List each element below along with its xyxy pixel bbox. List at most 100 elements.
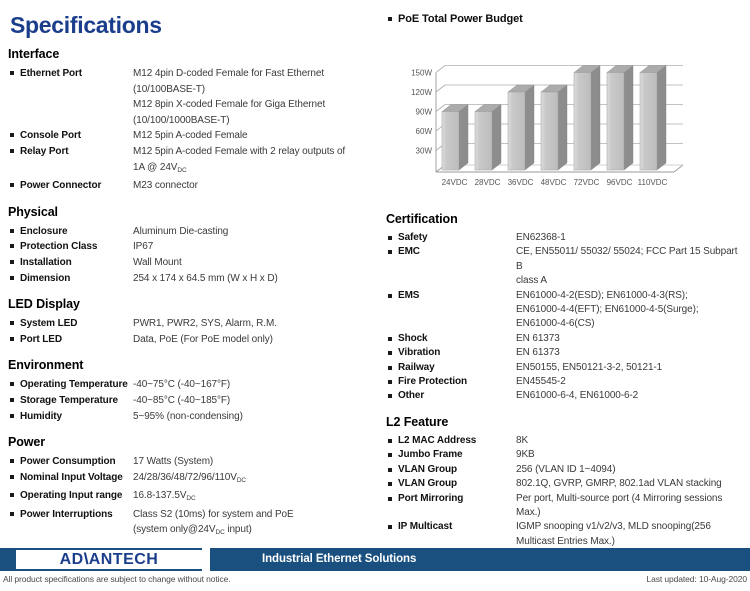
bullet-icon [10, 397, 14, 402]
section-heading: L2 Feature [386, 414, 449, 429]
chart-title: PoE Total Power Budget [398, 13, 523, 25]
section-heading: Physical [8, 204, 58, 219]
bullet-icon [388, 293, 392, 298]
bullet-icon [10, 336, 14, 341]
svg-text:120W: 120W [411, 88, 432, 97]
bullet-icon [388, 336, 392, 341]
bullet-icon [388, 365, 392, 370]
spec-value: Wall Mount [133, 256, 182, 268]
footer-tagline: Industrial Ethernet Solutions [262, 553, 417, 565]
bullet-icon [388, 351, 392, 356]
bullet-icon [10, 183, 14, 188]
svg-text:150W: 150W [411, 68, 432, 77]
spec-row: Relay Port M12 5pin A-coded Female with 2… [8, 144, 374, 178]
spec-row: Port Mirroring Per port, Multi-source por… [386, 492, 746, 521]
svg-text:30W: 30W [416, 146, 433, 155]
spec-row: Other EN61000-6-4, EN61000-6-2 [386, 389, 746, 403]
advantech-logo: AD\ANTECH [16, 550, 202, 569]
spec-row: VLAN Group 256 (VLAN ID 1~4094) [386, 463, 746, 477]
spec-label: Port Mirroring [398, 492, 464, 504]
advantech-logo-text: AD\ANTECH [59, 551, 159, 568]
chart-title-row: PoE Total Power Budget [386, 12, 746, 26]
section-heading: Power [8, 435, 46, 450]
bullet-icon [10, 321, 14, 326]
svg-text:72VDC: 72VDC [574, 178, 600, 187]
spec-label: VLAN Group [398, 478, 457, 490]
spec-row: Console Port M12 5pin A-coded Female [8, 128, 374, 144]
section-heading: Environment [8, 358, 84, 373]
spec-row: Enclosure Aluminum Die-casting [8, 224, 374, 240]
bullet-icon [388, 380, 392, 385]
spec-value: EN 61373 [516, 347, 560, 359]
spec-label: Jumbo Frame [398, 449, 463, 461]
spec-label: Fire Protection [398, 376, 468, 388]
bullet-icon [10, 459, 14, 464]
spec-value: EN45545-2 [516, 376, 566, 388]
section-heading: Certification [386, 212, 458, 226]
svg-text:96VDC: 96VDC [607, 178, 633, 187]
spec-value: EN62368-1 [516, 232, 566, 243]
bullet-icon [388, 467, 392, 472]
spec-row: Shock EN 61373 [386, 332, 746, 346]
spec-label: Dimension [20, 272, 71, 284]
footer-disclaimer: All product specifications are subject t… [3, 574, 231, 584]
bullet-icon [10, 228, 14, 233]
spec-row: EMC CE, EN55011/ 55032/ 55024; FCC Part 1… [386, 245, 746, 288]
bullet-icon [388, 17, 392, 21]
logo-divider [202, 548, 210, 571]
spec-label: System LED [20, 318, 78, 330]
bullet-icon [10, 493, 14, 498]
logo-v-glyph: \ [83, 551, 90, 568]
spec-row: Power Interruptions Class S2 (10ms) for s… [8, 507, 374, 541]
section-heading: Interface [8, 47, 60, 61]
poe-chart-container: 30W 60W 90W 120W 150W 24VDC 28VDC 36VDC 48VDC 72V… [404, 34, 746, 201]
spec-row: L2 MAC Address 8K [386, 434, 746, 448]
spec-value: Aluminum Die-casting [133, 225, 229, 237]
bullet-icon [388, 250, 392, 255]
svg-text:110VDC: 110VDC [638, 178, 668, 187]
spec-row: Jumbo Frame 9KB [386, 448, 746, 462]
bullet-icon [388, 438, 392, 443]
svg-text:90W: 90W [416, 107, 433, 116]
spec-label: Power Consumption [20, 456, 116, 468]
spec-label: Operating Temperature [20, 379, 128, 391]
bullet-icon [10, 511, 14, 516]
spec-label: IP Multicast [398, 521, 453, 533]
spec-value: -40~75°C (-40~167°F) [133, 379, 231, 391]
spec-row: Ethernet Port M12 4pin D-coded Female for… [8, 66, 374, 128]
bullet-icon [388, 394, 392, 399]
spec-row: Protection Class IP67 [8, 239, 374, 255]
spec-label: Shock [398, 332, 428, 344]
footer-last-updated: Last updated: 10-Aug-2020 [646, 574, 747, 584]
spec-value: 8K [516, 434, 529, 446]
spec-label: Console Port [20, 130, 82, 142]
spec-label: Power Connector [20, 180, 102, 192]
poe-bar-chart: 30W 60W 90W 120W 150W 24VDC 28VDC 36VDC 48VDC 72V… [411, 65, 684, 187]
spec-label: Protection Class [20, 241, 98, 253]
spec-value: 16.8-137.5VDC [133, 490, 196, 503]
spec-label: Relay Port [20, 145, 69, 157]
spec-value: M12 5pin A-coded Female [133, 130, 248, 142]
spec-value: Data, PoE (For PoE model only) [133, 333, 273, 345]
spec-row: Operating Input range 16.8-137.5VDC [8, 488, 374, 507]
spec-label: Ethernet Port [20, 68, 83, 79]
page-title: Specifications [10, 12, 162, 38]
spec-value: Class S2 (10ms) for system and PoE (syst… [133, 508, 294, 537]
spec-value: Per port, Multi-source port (4 Mirroring… [516, 492, 723, 518]
svg-text:28VDC: 28VDC [475, 178, 501, 187]
spec-value: 256 (VLAN ID 1~4094) [516, 463, 616, 475]
right-column: PoE Total Power Budget 30W 60W 90W 120W 150W… [386, 12, 746, 549]
spec-value: EN61000-6-4, EN61000-6-2 [516, 390, 639, 402]
footer-band: AD\ANTECH Industrial Ethernet Solutions [0, 548, 750, 571]
svg-text:36VDC: 36VDC [508, 178, 534, 187]
spec-row: Installation Wall Mount [8, 255, 374, 271]
spec-label: VLAN Group [398, 463, 457, 475]
spec-row: Humidity 5~95% (non-condensing) [8, 409, 374, 425]
spec-row: Fire Protection EN45545-2 [386, 375, 746, 389]
spec-value: EN61000-4-2(ESD); EN61000-4-3(RS); EN610… [516, 289, 699, 330]
spec-label: Other [398, 390, 425, 402]
spec-label: Vibration [398, 347, 441, 359]
spec-row: IP Multicast IGMP snooping v1/v2/v3, MLD … [386, 520, 746, 549]
right-sections: Certification Safety EN62368-1 EMC CE, EN550… [386, 211, 746, 549]
